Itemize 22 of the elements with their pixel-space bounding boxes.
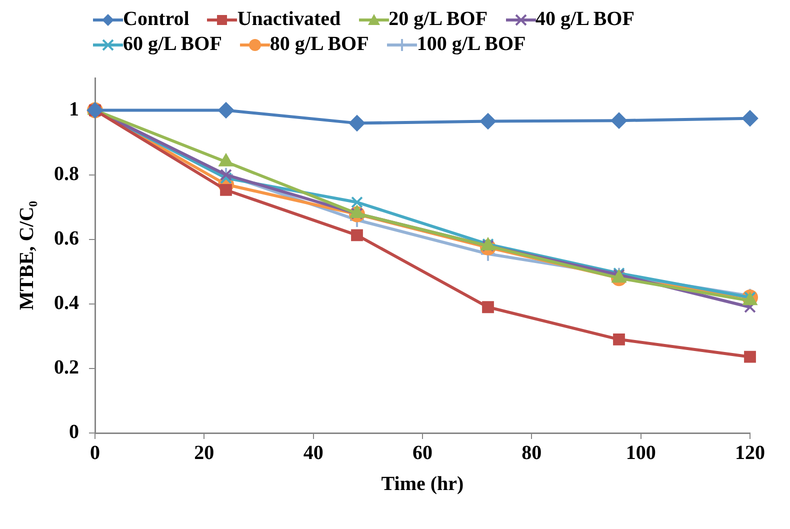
y-tick-label: 0.2 <box>54 356 79 379</box>
legend-label: Control <box>123 8 190 31</box>
legend-label: Unactivated <box>237 8 341 31</box>
legend-label: 80 g/L BOF <box>270 33 369 56</box>
y-tick-label: 0.6 <box>54 228 79 250</box>
x-tick-label: 20 <box>194 442 214 464</box>
legend-label: 100 g/L BOF <box>416 33 526 56</box>
x-tick-label: 40 <box>303 442 324 464</box>
y-axis-title: MTBE, C/C₀ <box>16 200 38 310</box>
x-tick-label: 60 <box>412 442 432 464</box>
x-tick-label: 100 <box>626 442 656 464</box>
x-axis-title: Time (hr) <box>381 473 464 496</box>
y-tick-label: 0 <box>69 421 79 444</box>
legend-label: 60 g/L BOF <box>123 33 222 56</box>
x-tick-label: 0 <box>90 442 100 464</box>
y-tick-label: 0.4 <box>54 292 79 314</box>
x-tick-label: 80 <box>522 442 542 464</box>
x-tick-label: 120 <box>735 442 765 464</box>
legend-label: 40 g/L BOF <box>536 8 634 31</box>
y-tick-label: 1 <box>69 98 79 120</box>
y-tick-label: 0.8 <box>54 162 79 185</box>
legend-label: 20 g/L BOF <box>388 8 488 31</box>
